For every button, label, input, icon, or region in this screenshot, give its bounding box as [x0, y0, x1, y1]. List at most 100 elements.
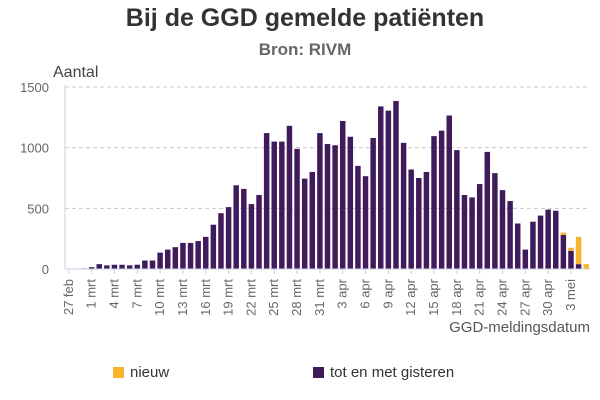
- x-tick-label: 3 mei: [563, 279, 578, 311]
- y-tick-label: 1000: [20, 141, 49, 156]
- bar-tot-en-met-gisteren: [180, 242, 186, 269]
- bar-tot-en-met-gisteren: [309, 171, 316, 269]
- x-tick-label: 1 mrt: [84, 279, 99, 309]
- bar-tot-en-met-gisteren: [271, 141, 277, 269]
- bar-tot-en-met-gisteren: [218, 213, 224, 269]
- y-axis-title: Aantal: [53, 64, 98, 81]
- x-tick-label: 10 mrt: [152, 279, 167, 316]
- bar-tot-en-met-gisteren: [172, 247, 179, 269]
- bar-tot-en-met-gisteren: [195, 241, 201, 269]
- legend-item-gisteren[interactable]: tot en met gisteren: [313, 364, 454, 381]
- bar-tot-en-met-gisteren: [332, 145, 338, 269]
- bar-tot-en-met-gisteren: [263, 133, 270, 269]
- x-tick-label: 18 apr: [449, 278, 464, 316]
- legend-label-gisteren: tot en met gisteren: [330, 364, 455, 381]
- bar-tot-en-met-gisteren: [499, 190, 506, 269]
- bar-tot-en-met-gisteren: [355, 165, 361, 269]
- x-tick-label: 6 apr: [358, 278, 373, 308]
- bar-tot-en-met-gisteren: [126, 265, 133, 269]
- bar-tot-en-met-gisteren: [210, 224, 217, 269]
- bar-tot-en-met-gisteren: [233, 185, 239, 269]
- bar-tot-en-met-gisteren: [279, 141, 285, 269]
- bar-tot-en-met-gisteren: [484, 151, 491, 269]
- x-tick-label: 28 mrt: [289, 279, 304, 316]
- bar-tot-en-met-gisteren: [530, 221, 536, 269]
- legend-item-nieuw[interactable]: nieuw: [113, 364, 169, 381]
- x-tick-label: 19 mrt: [221, 279, 236, 316]
- bar-tot-en-met-gisteren: [575, 264, 582, 269]
- x-tick-label: 27 apr: [517, 278, 532, 316]
- x-tick-label: 9 apr: [380, 278, 395, 308]
- bar-tot-en-met-gisteren: [522, 249, 529, 269]
- bar-tot-en-met-gisteren: [370, 137, 376, 269]
- x-tick-label: 24 apr: [495, 278, 510, 316]
- bar-nieuw: [560, 232, 567, 236]
- bar-tot-en-met-gisteren: [157, 252, 163, 269]
- y-tick-label: 0: [42, 262, 49, 277]
- bar-tot-en-met-gisteren: [134, 264, 141, 269]
- x-axis-title: GGD-meldingsdatum: [449, 319, 590, 336]
- bar-tot-en-met-gisteren: [149, 260, 156, 269]
- bar-nieuw: [575, 236, 582, 265]
- bar-tot-en-met-gisteren: [400, 142, 407, 269]
- bar-tot-en-met-gisteren: [545, 209, 551, 269]
- y-tick-label: 1500: [20, 80, 49, 95]
- bar-tot-en-met-gisteren: [104, 265, 110, 269]
- legend-swatch-gisteren: [313, 367, 324, 378]
- bar-tot-en-met-gisteren: [514, 223, 521, 269]
- bar-tot-en-met-gisteren: [393, 100, 399, 269]
- legend-label-nieuw: nieuw: [130, 364, 170, 381]
- bar-tot-en-met-gisteren: [568, 250, 574, 269]
- bar-tot-en-met-gisteren: [286, 125, 293, 270]
- bar-tot-en-met-gisteren: [225, 207, 232, 269]
- bar-tot-en-met-gisteren: [446, 115, 452, 269]
- bar-tot-en-met-gisteren: [301, 178, 308, 269]
- bar-tot-en-met-gisteren: [461, 194, 468, 269]
- bar-tot-en-met-gisteren: [476, 184, 483, 269]
- bar-tot-en-met-gisteren: [438, 130, 445, 269]
- bar-tot-en-met-gisteren: [241, 188, 247, 269]
- bar-nieuw: [583, 264, 589, 269]
- bar-nieuw: [568, 247, 574, 251]
- bar-tot-en-met-gisteren: [248, 204, 255, 269]
- bar-tot-en-met-gisteren: [339, 120, 346, 270]
- x-tick-label: 16 mrt: [198, 279, 213, 316]
- bar-tot-en-met-gisteren: [164, 249, 171, 269]
- x-tick-label: 21 apr: [472, 278, 487, 316]
- bar-tot-en-met-gisteren: [88, 267, 95, 269]
- bar-tot-en-met-gisteren: [142, 260, 148, 269]
- bar-tot-en-met-gisteren: [111, 264, 118, 269]
- x-tick-label: 25 mrt: [266, 279, 281, 316]
- bar-tot-en-met-gisteren: [408, 169, 414, 269]
- x-tick-label: 13 mrt: [175, 279, 190, 316]
- x-tick-label: 12 apr: [403, 278, 418, 316]
- bar-tot-en-met-gisteren: [385, 110, 392, 269]
- bar-tot-en-met-gisteren: [507, 201, 513, 269]
- bar-tot-en-met-gisteren: [454, 150, 460, 269]
- bar-tot-en-met-gisteren: [203, 236, 209, 269]
- chart-subtitle: Bron: RIVM: [258, 40, 352, 59]
- bar-tot-en-met-gisteren: [378, 106, 384, 269]
- bar-tot-en-met-gisteren: [553, 210, 559, 269]
- x-tick-label: 15 apr: [426, 278, 441, 316]
- x-tick-label: 3 apr: [335, 278, 350, 308]
- bar-tot-en-met-gisteren: [119, 264, 125, 269]
- bar-tot-en-met-gisteren: [324, 144, 331, 269]
- bar-tot-en-met-gisteren: [416, 178, 422, 269]
- bar-tot-en-met-gisteren: [423, 171, 430, 269]
- x-tick-label: 22 mrt: [243, 279, 258, 316]
- bar-tot-en-met-gisteren: [96, 264, 102, 269]
- bar-tot-en-met-gisteren: [431, 136, 437, 269]
- chart-title: Bij de GGD gemelde patiënten: [125, 4, 485, 32]
- bar-tot-en-met-gisteren: [294, 148, 300, 269]
- x-tick-label: 27 feb: [61, 279, 76, 315]
- legend-swatch-nieuw: [113, 367, 124, 378]
- x-tick-label: 31 mrt: [312, 279, 327, 316]
- bar-tot-en-met-gisteren: [256, 194, 262, 269]
- x-tick-label: 4 mrt: [106, 279, 121, 309]
- bar-tot-en-met-gisteren: [469, 197, 475, 269]
- bar-tot-en-met-gisteren: [560, 235, 567, 269]
- bar-tot-en-met-gisteren: [492, 173, 498, 269]
